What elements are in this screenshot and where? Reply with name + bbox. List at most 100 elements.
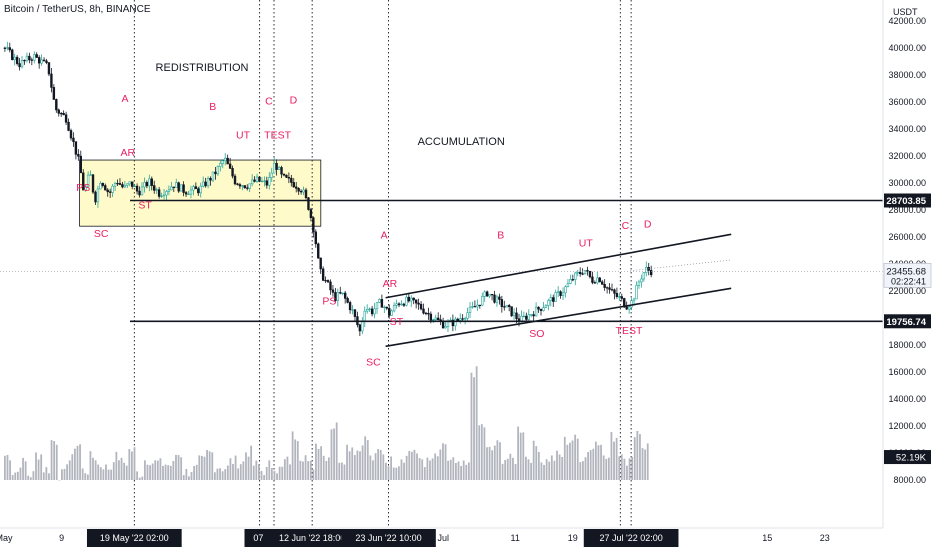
candle-body xyxy=(483,291,486,297)
volume-bar xyxy=(408,451,411,480)
volume-bar xyxy=(532,440,535,480)
price-level-badge-text: 28703.85 xyxy=(886,196,926,207)
candle-body xyxy=(226,157,229,165)
volume-bar xyxy=(353,455,356,480)
candle-body xyxy=(331,289,335,293)
candle-body xyxy=(250,179,254,185)
candle-body xyxy=(534,306,538,317)
volume-bar xyxy=(418,458,421,480)
candle-body xyxy=(317,243,320,259)
volume-bar xyxy=(607,457,610,480)
wyckoff-label-a: A xyxy=(381,229,388,241)
candle-body xyxy=(155,189,158,191)
volume-bar xyxy=(455,463,457,480)
volume-bar xyxy=(416,453,418,480)
candle-body xyxy=(77,154,80,157)
candle-countdown-text: 02:22:41 xyxy=(891,276,926,286)
candle-body xyxy=(591,276,594,283)
volume-bar xyxy=(55,444,58,480)
candle-body xyxy=(67,121,70,131)
candle-body xyxy=(422,308,425,314)
candle-body xyxy=(378,299,381,303)
candle-body xyxy=(598,277,601,283)
candle-body xyxy=(133,185,136,187)
price-tick-label: 18000.00 xyxy=(888,340,926,350)
candle-body xyxy=(86,174,90,188)
candle-body xyxy=(366,308,369,312)
candle-body xyxy=(121,184,124,188)
price-level-badge xyxy=(884,193,931,208)
candle-body xyxy=(476,304,479,308)
volume-bar xyxy=(620,454,623,480)
candle-body xyxy=(82,172,85,191)
volume-bar xyxy=(128,449,131,480)
candle-body xyxy=(427,312,430,315)
volume-bar xyxy=(488,446,491,480)
volume-bar xyxy=(265,466,268,480)
candle-body xyxy=(270,172,273,178)
wyckoff-label-d: D xyxy=(290,94,298,106)
candle-body xyxy=(30,59,34,61)
volume-bar xyxy=(255,460,258,480)
volume-bar xyxy=(594,441,597,480)
candle-body xyxy=(160,195,163,197)
candle-body xyxy=(324,280,327,282)
volume-bar xyxy=(229,458,232,480)
candle-body xyxy=(334,292,337,301)
candle-body xyxy=(341,292,344,294)
volume-bar xyxy=(289,464,291,480)
candle-body xyxy=(15,56,19,64)
volume-bar xyxy=(172,461,175,480)
volume-bar xyxy=(558,454,561,480)
candle-body xyxy=(299,190,303,193)
volume-bar xyxy=(470,372,473,480)
volume-bar xyxy=(613,441,615,480)
candle-body xyxy=(126,183,129,186)
volume-bar xyxy=(359,451,361,480)
volume-bar xyxy=(232,463,234,480)
volume-bar xyxy=(219,468,221,480)
volume-bar xyxy=(579,462,582,480)
volume-bar xyxy=(125,465,128,480)
candle-body xyxy=(625,306,628,310)
candle-body xyxy=(25,55,29,61)
candle-body xyxy=(441,321,445,329)
candle-body xyxy=(348,302,352,311)
candle-body xyxy=(588,270,592,278)
volume-bar xyxy=(320,446,323,480)
volume-bar xyxy=(527,459,530,480)
candle-body xyxy=(642,272,646,280)
candle-body xyxy=(302,189,305,193)
candle-body xyxy=(111,185,114,193)
candle-body xyxy=(596,277,599,284)
candle-body xyxy=(620,296,623,299)
volume-bar xyxy=(136,471,138,480)
volume-bar xyxy=(177,455,180,480)
candle-body xyxy=(241,185,244,187)
volume-bar xyxy=(6,454,9,480)
volume-bar xyxy=(460,465,462,480)
candle-body xyxy=(339,292,342,294)
candle-body xyxy=(130,181,134,187)
candle-body xyxy=(358,324,362,332)
volume-bar xyxy=(299,460,302,480)
volume-bar xyxy=(29,477,32,480)
candle-body xyxy=(238,184,242,187)
volume-bar xyxy=(480,424,483,480)
volume-bar xyxy=(105,464,107,480)
candle-body xyxy=(204,181,207,187)
volume-bar xyxy=(641,448,644,480)
candle-body xyxy=(361,321,364,332)
volume-bar xyxy=(110,469,113,480)
volume-bar xyxy=(89,451,92,480)
volume-bar xyxy=(392,467,395,480)
volume-bar xyxy=(270,468,273,480)
volume-bar xyxy=(600,444,602,480)
candle-body xyxy=(268,177,271,186)
volume-bar xyxy=(86,474,89,480)
volume-bar xyxy=(258,464,260,480)
candle-body xyxy=(605,287,609,289)
volume-bar xyxy=(328,457,330,480)
volume-bar xyxy=(273,470,276,480)
